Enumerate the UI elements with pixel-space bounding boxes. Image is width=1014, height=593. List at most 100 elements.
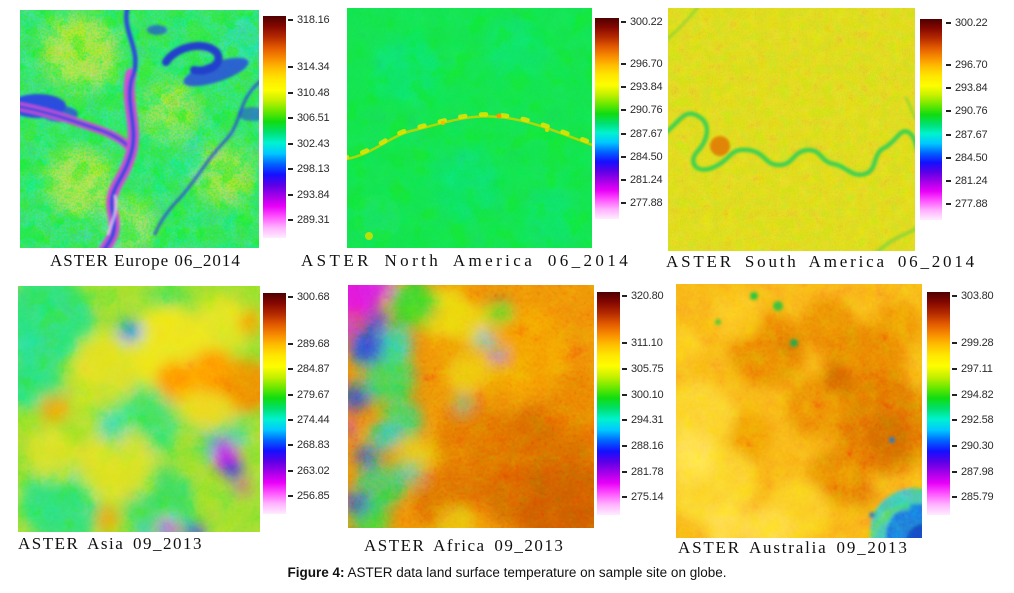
colorbar-tick: 314.34 (288, 61, 330, 74)
colorbar-tick: 281.78 (622, 466, 664, 478)
panel-label-africa: ASTER Africa 09_2013 (364, 536, 565, 555)
tick-value: 320.80 (631, 290, 664, 303)
tick-dash (288, 219, 293, 222)
map-north-america-art (347, 8, 592, 248)
tick-value: 281.24 (955, 174, 988, 187)
tick-dash (288, 342, 293, 345)
colorbar-ticks-europe: 318.16 314.34 310.48 306.51 302.43 298.13 293.… (288, 14, 350, 238)
tick-value: 290.76 (630, 104, 663, 117)
colorbar-tick: 300.10 (622, 388, 664, 401)
tick-dash (288, 168, 293, 171)
tick-value: 277.88 (630, 196, 663, 209)
colorbar-tick: 284.50 (621, 151, 663, 163)
tick-value: 300.10 (631, 388, 664, 401)
colorbar-tick: 298.13 (288, 163, 330, 175)
tick-dash (621, 109, 626, 112)
colorbar-tick: 293.84 (288, 189, 330, 201)
tick-value: 289.68 (297, 337, 330, 350)
tick-value: 314.34 (297, 61, 330, 74)
panel-label-australia: ASTER Australia 09_2013 (678, 538, 909, 557)
colorbar-south-america (920, 19, 942, 220)
tick-value: 306.51 (297, 112, 330, 125)
tick-value: 305.75 (631, 362, 664, 375)
tick-value: 290.30 (961, 439, 994, 452)
colorbar-tick: 263.02 (288, 464, 330, 477)
map-asia (18, 286, 260, 532)
colorbar-tick: 303.80 (952, 290, 994, 303)
tick-dash (622, 419, 627, 422)
colorbar-tick: 294.31 (622, 414, 664, 426)
map-africa (348, 285, 594, 528)
tick-value: 299.28 (961, 337, 994, 350)
tick-value: 289.31 (297, 214, 330, 227)
tick-value: 300.22 (955, 17, 988, 30)
tick-value: 300.22 (630, 16, 663, 29)
tick-dash (952, 393, 957, 396)
figure-caption: Figure 4: ASTER data land surface temper… (0, 565, 1014, 580)
colorbar-tick: 306.51 (288, 112, 330, 125)
colorbar-tick: 256.85 (288, 490, 330, 503)
tick-dash (288, 117, 293, 120)
tick-dash (288, 19, 293, 22)
colorbar-tick: 287.98 (952, 465, 994, 478)
colorbar-europe (263, 16, 286, 238)
tick-value: 263.02 (297, 464, 330, 477)
map-europe (20, 10, 259, 248)
colorbar-tick: 284.87 (288, 363, 330, 375)
colorbar-tick: 311.10 (622, 337, 663, 349)
colorbar-tick: 275.14 (622, 491, 664, 504)
tick-dash (621, 63, 626, 66)
colorbar-australia (927, 292, 950, 515)
tick-value: 318.16 (297, 14, 330, 27)
tick-value: 256.85 (297, 490, 330, 503)
panel-label-north-america: ASTER North America 06_2014 (301, 251, 632, 270)
colorbar-tick: 293.84 (621, 81, 663, 93)
south-america-river (668, 8, 915, 251)
tick-value: 297.11 (961, 362, 993, 375)
map-south-america-art (668, 8, 915, 251)
colorbar-ticks-south-america: 300.22 296.70 293.84 290.76 287.67 284.50 281.… (946, 17, 1008, 220)
tick-value: 287.98 (961, 465, 994, 478)
colorbar-tick: 281.24 (621, 174, 663, 186)
tick-value: 293.84 (955, 82, 988, 95)
tick-dash (288, 91, 293, 94)
tick-dash (622, 470, 627, 473)
europe-rivers (20, 10, 259, 248)
tick-dash (621, 178, 626, 181)
colorbar-africa (597, 292, 620, 515)
colorbar-tick: 285.79 (952, 491, 994, 503)
colorbar-tick: 268.83 (288, 439, 330, 451)
tick-dash (946, 202, 951, 205)
colorbar-tick: 288.16 (622, 439, 664, 452)
tick-dash (288, 495, 293, 498)
colorbar-ticks-australia: 303.80 299.28 297.11 294.82 292.58 290.30 287.… (952, 290, 1014, 515)
tick-value: 294.82 (961, 388, 994, 401)
tick-dash (622, 342, 627, 345)
tick-dash (946, 87, 951, 90)
tick-value: 287.67 (630, 127, 663, 140)
colorbar-tick: 300.22 (621, 16, 663, 29)
tick-value: 275.14 (631, 491, 664, 504)
colorbar-tick: 299.28 (952, 337, 994, 350)
tick-dash (288, 469, 293, 472)
colorbar-tick: 290.30 (952, 439, 994, 452)
tick-value: 296.70 (630, 58, 663, 71)
colorbar-tick: 302.43 (288, 137, 330, 150)
tick-dash (288, 419, 293, 422)
colorbar-tick: 296.70 (621, 58, 663, 71)
colorbar-tick: 300.22 (946, 17, 988, 30)
tick-dash (288, 296, 293, 299)
colorbar-tick: 279.67 (288, 388, 330, 401)
map-australia-art (676, 284, 922, 538)
colorbar-tick: 277.88 (946, 198, 988, 210)
colorbar-tick: 289.68 (288, 337, 330, 350)
tick-value: 300.68 (297, 291, 330, 304)
tick-value: 279.67 (297, 388, 330, 401)
tick-value: 303.80 (961, 290, 994, 303)
map-asia-art (18, 286, 260, 532)
tick-value: 288.16 (631, 439, 664, 452)
colorbar-tick: 305.75 (622, 362, 664, 375)
panel-label-europe: ASTER Europe 06_2014 (50, 251, 241, 270)
colorbar-north-america (595, 18, 619, 219)
tick-value: 302.43 (297, 137, 330, 150)
